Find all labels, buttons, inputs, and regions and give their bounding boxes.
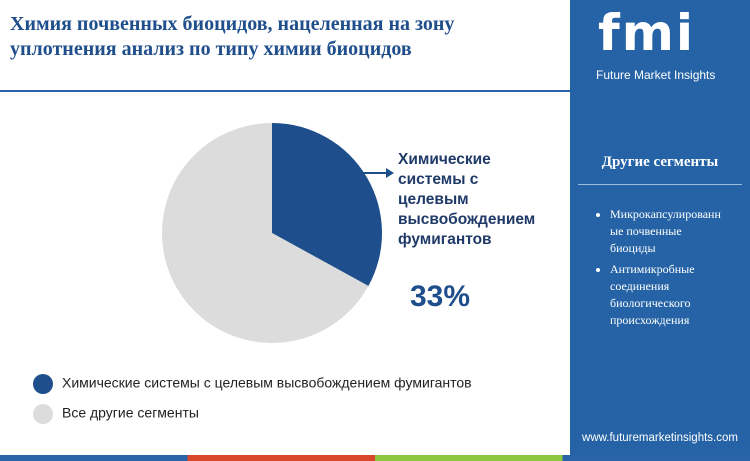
divider: [578, 184, 742, 185]
sidebar: fmi Future Market Insights Другие сегмен…: [570, 0, 750, 455]
segment-list: Микрокапсулированные почвенные биоциды А…: [592, 206, 728, 333]
website: www.futuremarketinsights.com: [582, 432, 738, 444]
legend-label: Химические системы с целевым высвобожден…: [62, 375, 472, 391]
segment-item: Микрокапсулированные почвенные биоциды: [610, 206, 728, 257]
value-label: 33%: [410, 280, 470, 313]
segment-item: Антимикробные соединения биологического …: [610, 261, 728, 329]
footer-strip: [0, 455, 750, 461]
callout-box: Химические системы с целевым высвобожден…: [398, 151, 536, 248]
legend-swatch: [33, 374, 53, 394]
arrow-head: [386, 168, 394, 178]
pie-slice: [272, 123, 382, 286]
legend-label: Все другие сегменты: [62, 405, 199, 421]
brand: Future Market Insights: [596, 68, 716, 82]
chart: Химические системы с целевым высвобожден…: [33, 123, 536, 424]
callout-label: Химические системы с целевым высвобожден…: [398, 151, 536, 248]
legend-swatch: [33, 404, 53, 424]
pie-slice: [161, 123, 369, 343]
chart-title: Химия почвенных биоцидов, нацеленная на …: [10, 13, 455, 60]
logo: fmi: [598, 4, 695, 62]
sidebar-heading: Другие сегменты: [601, 154, 719, 170]
title-rule: [0, 90, 570, 92]
